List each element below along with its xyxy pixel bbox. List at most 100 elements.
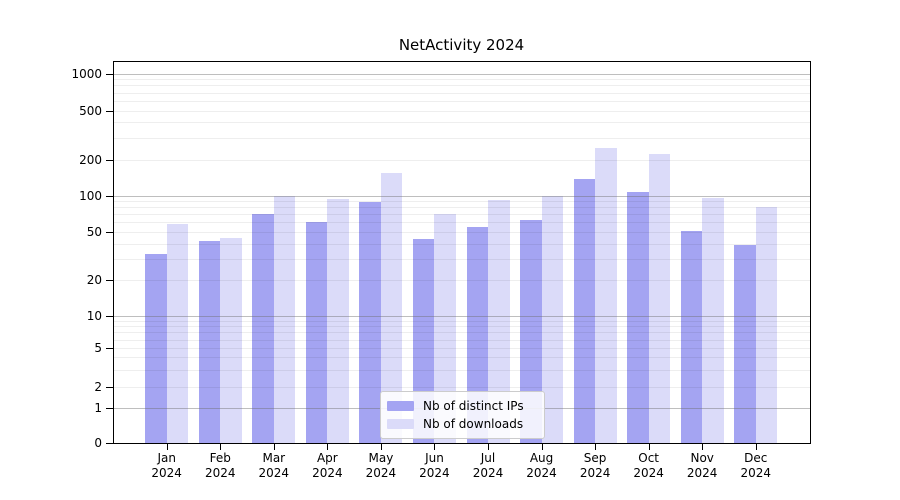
y-tick-label-10: 10	[86, 309, 102, 323]
bar-jun-downloads	[434, 214, 456, 443]
bar-jul-downloads	[488, 199, 510, 443]
x-tick-label-jun: Jun 2024	[419, 451, 450, 480]
x-tick-mark	[166, 444, 168, 450]
x-tick-label-oct: Oct 2024	[633, 451, 664, 480]
bar-mar-downloads	[273, 195, 296, 443]
minor-gridline	[114, 326, 810, 328]
bar-jan-distinct-ips	[145, 253, 167, 443]
x-tick-label-apr: Apr 2024	[312, 451, 343, 480]
left-spine	[113, 61, 114, 444]
bar-aug-distinct-ips	[520, 219, 542, 443]
x-tick-mark	[380, 444, 382, 450]
x-tick-mark	[327, 444, 329, 450]
major-gridline-10	[114, 316, 810, 317]
x-tick-mark	[648, 444, 650, 450]
minor-gridline	[114, 92, 810, 94]
chart-title: NetActivity 2024	[398, 36, 525, 54]
minor-gridline	[114, 369, 810, 371]
legend-item-downloads: Nb of downloads	[387, 415, 536, 433]
y-tick-mark	[106, 348, 113, 349]
x-tick-label-jan: Jan 2024	[151, 451, 182, 480]
y-tick-label-500: 500	[79, 103, 102, 118]
legend: Nb of distinct IPs Nb of downloads	[380, 391, 545, 439]
legend-label: Nb of downloads	[423, 417, 524, 431]
right-spine	[810, 61, 811, 444]
major-gridline-100	[114, 195, 810, 197]
y-tick-mark	[106, 316, 113, 317]
bar-dec-distinct-ips	[734, 245, 756, 443]
y-tick-label-0: 0	[94, 436, 102, 450]
x-tick-mark	[541, 444, 543, 450]
y-tick-label-50: 50	[86, 225, 102, 239]
x-tick-label-sep: Sep 2024	[579, 451, 611, 480]
y-tick-mark	[106, 159, 113, 161]
minor-gridline	[114, 243, 810, 245]
bar-sep-downloads	[595, 147, 617, 443]
x-tick-mark	[702, 444, 704, 450]
legend-swatch	[387, 419, 414, 429]
bar-jul-distinct-ips	[466, 226, 488, 443]
bar-apr-downloads	[327, 199, 349, 443]
x-tick-mark	[273, 444, 275, 450]
major-gridline-1000	[114, 73, 810, 75]
legend-item-distinct-ips: Nb of distinct IPs	[387, 397, 536, 415]
minor-gridline	[114, 232, 810, 233]
bar-feb-distinct-ips	[198, 241, 221, 443]
minor-gridline	[114, 79, 810, 81]
bar-dec-downloads	[755, 206, 778, 443]
minor-gridline	[114, 332, 810, 334]
minor-gridline	[114, 201, 810, 203]
minor-gridline	[114, 110, 810, 112]
bar-nov-downloads	[702, 198, 724, 443]
minor-gridline	[114, 159, 810, 161]
y-tick-label-5: 5	[94, 341, 102, 355]
x-tick-mark	[434, 444, 436, 450]
legend-label: Nb of distinct IPs	[423, 399, 524, 413]
bar-may-distinct-ips	[359, 202, 381, 443]
bar-oct-downloads	[648, 154, 671, 443]
minor-gridline	[114, 122, 810, 124]
minor-gridline	[114, 348, 810, 349]
minor-gridline	[114, 387, 810, 388]
bar-mar-distinct-ips	[252, 214, 274, 443]
bar-aug-downloads	[541, 195, 564, 443]
bar-nov-distinct-ips	[680, 230, 703, 443]
minor-gridline	[114, 207, 810, 209]
y-tick-mark	[106, 195, 113, 197]
x-tick-mark	[220, 444, 222, 450]
minor-gridline	[114, 258, 810, 260]
x-tick-label-jul: Jul 2024	[472, 451, 504, 480]
bar-apr-distinct-ips	[305, 222, 328, 443]
y-tick-mark	[106, 387, 113, 388]
y-tick-mark	[106, 110, 113, 112]
y-tick-label-1000: 1000	[71, 66, 102, 81]
x-tick-label-feb: Feb 2024	[204, 451, 236, 480]
y-tick-mark	[106, 408, 113, 409]
minor-gridline	[114, 280, 810, 281]
minor-gridline	[114, 222, 810, 224]
x-tick-mark	[488, 444, 489, 450]
x-tick-label-nov: Nov 2024	[686, 451, 718, 480]
y-tick-mark	[106, 443, 113, 444]
x-tick-label-may: May 2024	[365, 451, 397, 480]
minor-gridline	[114, 137, 810, 139]
bar-oct-distinct-ips	[627, 191, 649, 443]
y-tick-mark	[106, 280, 113, 281]
top-spine	[113, 61, 811, 62]
minor-gridline	[114, 100, 810, 102]
y-tick-label-100: 100	[79, 188, 102, 203]
minor-gridline	[114, 339, 810, 341]
minor-gridline	[114, 214, 810, 216]
y-tick-label-2: 2	[94, 380, 102, 394]
minor-gridline	[114, 320, 810, 322]
bar-jan-downloads	[166, 224, 189, 443]
x-tick-label-aug: Aug 2024	[526, 451, 557, 480]
x-tick-mark	[595, 444, 597, 450]
y-tick-mark	[106, 232, 113, 233]
x-tick-label-mar: Mar 2024	[258, 451, 290, 480]
minor-gridline	[114, 85, 810, 87]
y-tick-mark	[106, 73, 113, 75]
y-tick-label-200: 200	[79, 152, 102, 167]
y-tick-label-20: 20	[86, 273, 102, 287]
